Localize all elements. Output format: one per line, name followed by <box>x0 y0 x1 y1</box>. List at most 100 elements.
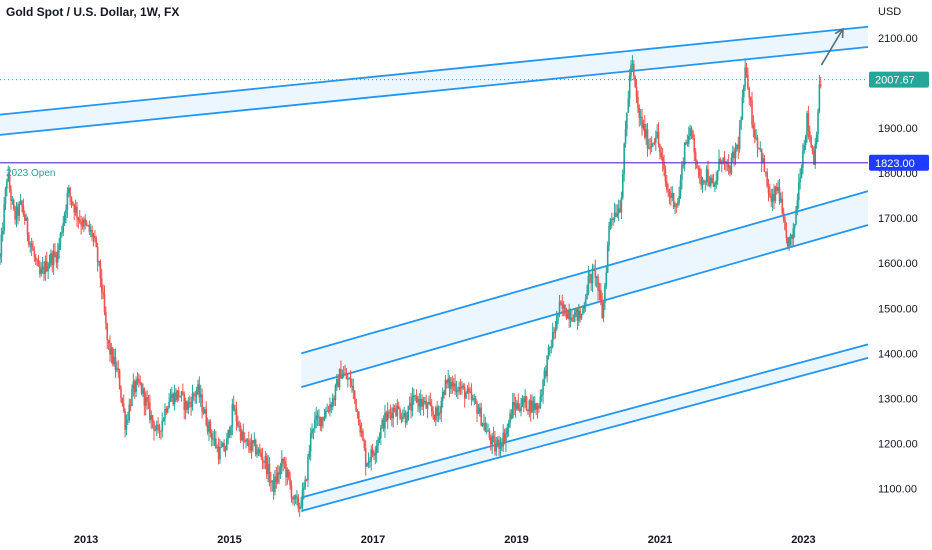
candle-body <box>377 439 379 446</box>
candle-body <box>186 401 188 410</box>
candle-body <box>120 388 122 398</box>
candle-body <box>47 266 49 272</box>
candle-body <box>480 407 482 426</box>
candle-body <box>83 219 85 227</box>
candle-body <box>664 169 667 182</box>
candle-body <box>452 383 455 387</box>
candle-body <box>586 292 588 300</box>
candle-body <box>524 396 526 403</box>
candle-body <box>435 407 437 420</box>
candle-body <box>733 151 735 159</box>
candle-body <box>795 209 797 225</box>
channel-top-line-lower[interactable] <box>301 343 869 499</box>
candle-body <box>498 440 500 449</box>
candle-body <box>422 402 425 407</box>
candle-body <box>239 425 242 440</box>
candle-body <box>476 403 478 414</box>
target-arrow-shaft[interactable] <box>820 28 844 66</box>
reference-lines-layer: 2023 Open <box>0 27 868 179</box>
price-axis[interactable]: USD 1100.00 1200.00 1300.00 1400.00 1500.00 16… <box>878 6 918 495</box>
channel-bottom-line-lower[interactable] <box>301 356 869 512</box>
candle-body <box>348 378 351 380</box>
candle-body <box>359 425 361 433</box>
candle-body <box>289 477 291 486</box>
candle-body <box>679 179 682 196</box>
candle-body <box>66 192 69 210</box>
candle-body <box>417 398 419 403</box>
candle-body <box>608 225 610 246</box>
candle-body <box>36 260 38 262</box>
candle-body <box>616 213 619 217</box>
candle-body <box>336 379 338 386</box>
candle-body <box>642 124 645 129</box>
candle-body <box>613 212 616 219</box>
candle-body <box>215 438 217 448</box>
candle-body <box>355 398 357 411</box>
candle-body <box>7 174 10 181</box>
candle-body <box>698 168 701 176</box>
candle-body <box>571 317 573 321</box>
candle-body <box>727 163 730 169</box>
candle-body <box>672 192 675 208</box>
candle-body <box>224 450 227 452</box>
channel-bottom-line-upper[interactable] <box>0 46 869 136</box>
candle-body <box>517 402 520 409</box>
candle-body <box>252 440 254 444</box>
candle-body <box>351 385 353 387</box>
candle-body <box>811 147 814 151</box>
candle-body <box>116 368 118 371</box>
label-layer: 2007.67 1823.00 <box>869 71 929 171</box>
candle-body <box>657 131 660 145</box>
candle-body <box>334 385 337 401</box>
candle-body <box>210 433 213 440</box>
candle-body <box>690 128 693 131</box>
candle-body <box>631 63 634 65</box>
channel-top-line-middle[interactable] <box>301 190 869 355</box>
candle-body <box>638 107 641 118</box>
candle-body <box>352 385 355 391</box>
candle-body <box>740 119 742 130</box>
candle-body <box>172 393 175 405</box>
candle-body <box>656 131 658 138</box>
candle-body <box>396 405 399 416</box>
candle-body <box>245 439 247 442</box>
time-axis[interactable]: 2013 2015 2017 2019 2021 2023 <box>74 534 816 546</box>
candle-body <box>424 400 426 403</box>
candle-body <box>817 111 819 135</box>
candle-body <box>139 382 142 384</box>
candles-layer <box>0 55 822 517</box>
candle-body <box>419 398 422 407</box>
candle-body <box>527 410 529 412</box>
target-arrow-head-icon <box>834 27 844 39</box>
candle-body <box>160 430 162 432</box>
candle-body <box>125 420 128 430</box>
candle-body <box>639 116 642 118</box>
candle-body <box>393 407 396 411</box>
candle-body <box>190 402 192 408</box>
candle-body <box>722 157 724 163</box>
candle-body <box>755 137 757 139</box>
candle-body <box>333 398 335 401</box>
candle-body <box>406 420 408 423</box>
candle-body <box>646 129 649 149</box>
candle-body <box>89 229 92 232</box>
candle-body <box>492 435 495 439</box>
candle-body <box>430 405 433 411</box>
candle-body <box>129 404 132 406</box>
candle-body <box>110 348 113 355</box>
candle-body <box>206 424 209 432</box>
candle-body <box>551 331 554 347</box>
candle-body <box>584 299 587 306</box>
candle-body <box>8 174 11 190</box>
candle-body <box>80 221 82 225</box>
candle-body <box>323 417 326 421</box>
candle-body <box>103 294 106 313</box>
channel-top-line-upper[interactable] <box>0 25 869 116</box>
candle-body <box>33 250 36 257</box>
candle-body <box>77 217 80 220</box>
candle-body <box>678 195 680 203</box>
candle-body <box>484 423 487 432</box>
candle-body <box>173 392 176 405</box>
candle-body <box>389 411 392 414</box>
